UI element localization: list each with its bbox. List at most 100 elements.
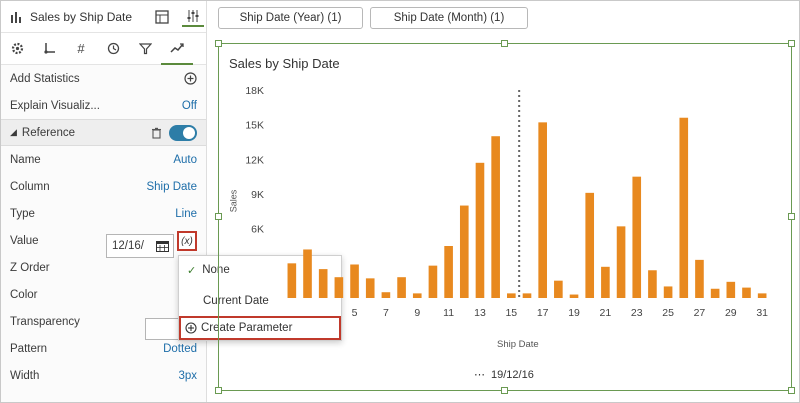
bar[interactable] xyxy=(318,269,328,298)
bar[interactable] xyxy=(648,270,657,298)
prop-row-transparency[interactable]: Transparency xyxy=(1,308,206,335)
bar[interactable] xyxy=(663,286,673,298)
resize-handle[interactable] xyxy=(215,40,222,47)
prop-row-column[interactable]: Column Ship Date xyxy=(1,173,206,200)
bar[interactable] xyxy=(444,246,453,298)
bar[interactable] xyxy=(679,117,689,298)
x-tick-label: 9 xyxy=(414,307,420,319)
bar[interactable] xyxy=(742,287,751,298)
resize-handle[interactable] xyxy=(501,40,508,47)
x-tick-label: 25 xyxy=(662,307,674,319)
x-tick-label: 23 xyxy=(631,307,643,319)
reference-value-input[interactable]: 12/16/ xyxy=(106,234,174,258)
collapse-triangle-icon[interactable]: ◢ xyxy=(10,127,17,137)
more-dots-icon[interactable]: ⋯ xyxy=(474,369,485,381)
bar[interactable] xyxy=(569,294,579,298)
grammar-panel-icon[interactable] xyxy=(151,7,173,27)
x-tick-label: 17 xyxy=(537,307,549,319)
tab-axis[interactable] xyxy=(33,33,65,65)
bar[interactable] xyxy=(475,162,485,298)
prop-label: Pattern xyxy=(10,342,48,355)
resize-handle[interactable] xyxy=(788,40,795,47)
resize-handle[interactable] xyxy=(501,387,508,394)
tab-number-format[interactable]: # xyxy=(65,33,97,65)
bar[interactable] xyxy=(459,205,469,298)
bar[interactable] xyxy=(522,293,532,298)
menu-item-none[interactable]: ✓ None xyxy=(179,258,341,282)
prop-value[interactable]: Dotted xyxy=(163,342,197,355)
bar[interactable] xyxy=(632,176,642,298)
add-circle-icon xyxy=(185,322,197,334)
explain-visualization-label: Explain Visualiz... xyxy=(10,99,100,112)
bar[interactable] xyxy=(616,226,626,298)
bar[interactable] xyxy=(710,288,720,298)
bar[interactable] xyxy=(726,281,736,298)
prop-value[interactable]: Ship Date xyxy=(146,180,197,193)
bar[interactable] xyxy=(287,263,297,298)
trash-icon[interactable] xyxy=(151,127,162,139)
prop-value[interactable]: Line xyxy=(175,207,197,220)
bar[interactable] xyxy=(538,122,547,298)
prop-value[interactable]: Auto xyxy=(173,153,197,166)
explain-visualization-value[interactable]: Off xyxy=(181,99,197,112)
properties-panel-icon[interactable] xyxy=(182,7,204,27)
prop-row-color[interactable]: Color xyxy=(1,281,206,308)
bar[interactable] xyxy=(412,293,422,298)
bar[interactable] xyxy=(397,277,406,298)
menu-item-label: Create Parameter xyxy=(201,322,293,334)
bar[interactable] xyxy=(601,266,610,298)
reference-section-header[interactable]: ◢ Reference xyxy=(1,119,206,146)
y-tick-label: 6K xyxy=(251,224,264,236)
reference-toggle[interactable] xyxy=(169,124,197,141)
tab-filters[interactable] xyxy=(129,33,161,65)
bar[interactable] xyxy=(381,292,391,298)
y-tick-label: 15K xyxy=(245,120,264,132)
prop-row-type[interactable]: Type Line xyxy=(1,200,206,227)
bar[interactable] xyxy=(695,259,704,298)
bar[interactable] xyxy=(554,280,563,298)
tab-analytics[interactable] xyxy=(161,33,193,65)
prop-row-pattern[interactable]: Pattern Dotted xyxy=(1,335,206,362)
tab-general[interactable] xyxy=(1,33,33,65)
prop-label: Value xyxy=(10,234,39,247)
menu-item-label: None xyxy=(202,264,230,276)
x-axis-label: Ship Date xyxy=(497,339,539,350)
bar[interactable] xyxy=(757,293,767,298)
resize-handle[interactable] xyxy=(788,213,795,220)
checkmark-icon: ✓ xyxy=(187,264,197,277)
value-options-menu: ✓ None Current Date Create Parameter xyxy=(178,255,342,341)
x-tick-label: 21 xyxy=(600,307,612,319)
tab-date[interactable] xyxy=(97,33,129,65)
filter-icon xyxy=(138,43,152,55)
filter-pill-month[interactable]: Ship Date (Month) (1) xyxy=(370,7,528,29)
prop-row-width[interactable]: Width 3px xyxy=(1,362,206,389)
add-statistics-row[interactable]: Add Statistics xyxy=(1,65,206,92)
parameter-fx-button[interactable]: (x) xyxy=(177,231,197,251)
explain-visualization-row[interactable]: Explain Visualiz... Off xyxy=(1,92,206,119)
trend-icon xyxy=(170,42,184,53)
bar[interactable] xyxy=(365,278,375,298)
bar[interactable] xyxy=(303,249,312,298)
bar[interactable] xyxy=(334,277,344,298)
resize-handle[interactable] xyxy=(215,387,222,394)
menu-item-create-parameter[interactable]: Create Parameter xyxy=(179,316,341,340)
calendar-icon[interactable] xyxy=(156,240,169,252)
bar[interactable] xyxy=(507,293,516,298)
prop-row-name[interactable]: Name Auto xyxy=(1,146,206,173)
menu-item-current-date[interactable]: Current Date xyxy=(179,289,341,313)
x-tick-label: 29 xyxy=(725,307,737,319)
add-circle-icon[interactable] xyxy=(184,72,197,85)
filter-pill-year[interactable]: Ship Date (Year) (1) xyxy=(218,7,363,29)
bar[interactable] xyxy=(585,192,595,298)
x-tick-label: 7 xyxy=(383,307,389,319)
bar[interactable] xyxy=(428,265,438,298)
y-tick-label: 12K xyxy=(245,154,264,166)
resize-handle[interactable] xyxy=(215,213,222,220)
bar[interactable] xyxy=(491,136,500,298)
panel-title: Sales by Ship Date xyxy=(30,9,133,24)
prop-value[interactable]: 3px xyxy=(178,369,197,382)
resize-handle[interactable] xyxy=(788,387,795,394)
bar[interactable] xyxy=(350,264,359,298)
x-tick-label: 11 xyxy=(443,307,454,319)
